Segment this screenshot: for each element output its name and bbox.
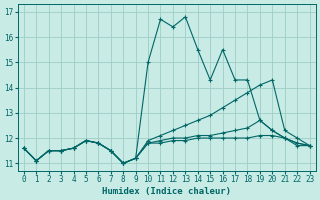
X-axis label: Humidex (Indice chaleur): Humidex (Indice chaleur) bbox=[102, 187, 231, 196]
